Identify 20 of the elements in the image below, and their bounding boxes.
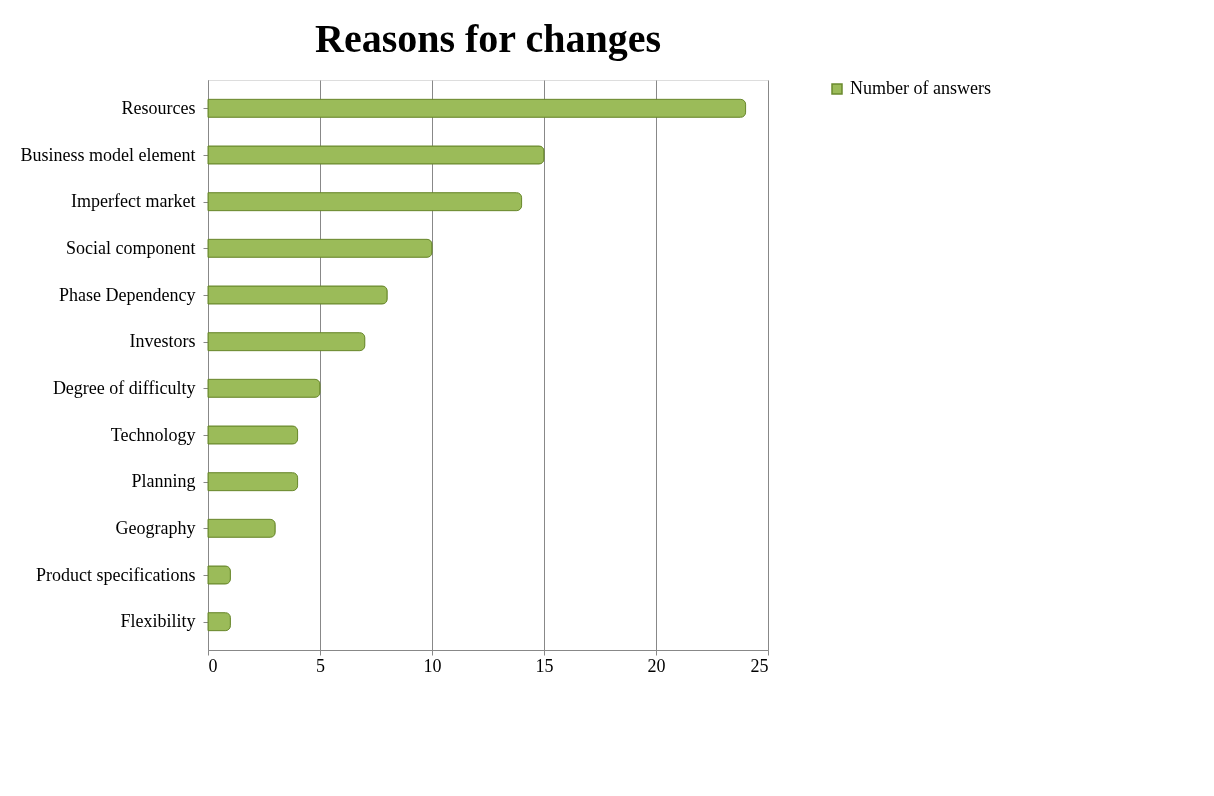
y-tick-label: Phase Dependency [59, 284, 196, 305]
legend-label: Number of answers [850, 78, 991, 98]
y-tick-label: Social component [66, 237, 196, 258]
x-tick-label: 20 [647, 655, 666, 676]
y-tick-label: Product specifications [36, 564, 196, 585]
y-tick-label: Imperfect market [71, 191, 196, 212]
x-tick-label: 10 [423, 655, 442, 676]
chart-title: Reasons for changes [315, 16, 661, 61]
y-tick-label: Geography [115, 517, 196, 538]
x-tick-label: 0 [208, 655, 218, 676]
y-tick-label: Technology [110, 424, 196, 445]
x-tick-label: 5 [316, 655, 325, 676]
y-tick-label: Business model element [20, 144, 196, 165]
y-tick-label: Degree of difficulty [52, 377, 196, 398]
x-tick-label: 15 [535, 655, 554, 676]
y-tick-label: Resources [121, 97, 196, 118]
y-tick-label: Flexibility [120, 611, 196, 632]
x-tick-label: 25 [750, 655, 769, 676]
y-tick-label: Planning [131, 471, 196, 492]
y-tick-label: Investors [129, 331, 196, 352]
